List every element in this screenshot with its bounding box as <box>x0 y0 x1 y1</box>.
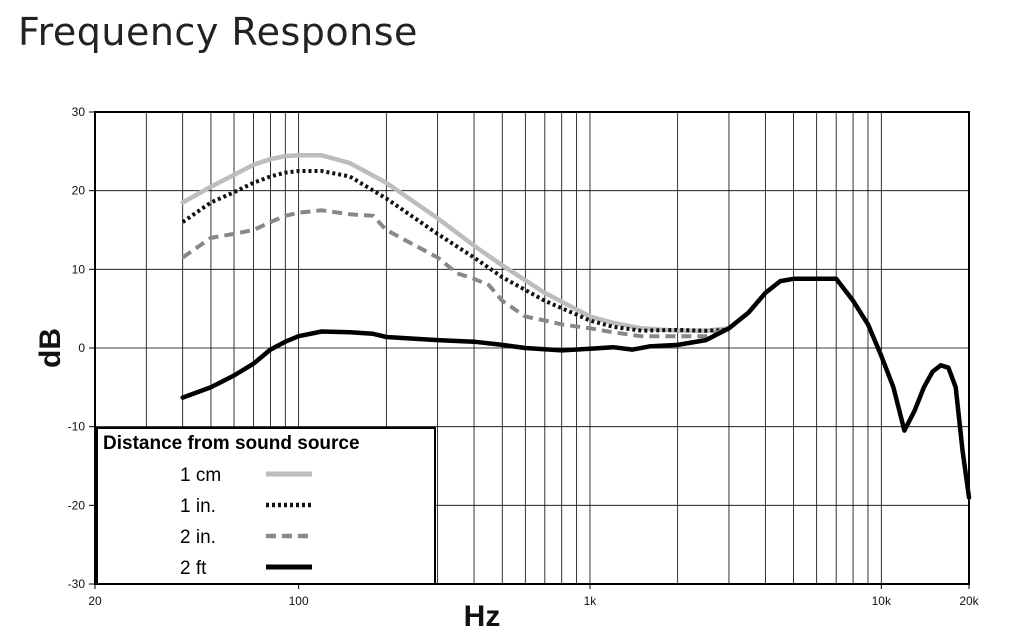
x-axis-title: Hz <box>464 600 501 633</box>
legend-label: 1 cm <box>180 465 221 486</box>
series-line-2-ft <box>180 276 972 500</box>
y-axis-title: dB <box>34 328 67 368</box>
legend-label: 2 in. <box>180 527 216 548</box>
page-title: Frequency Response <box>18 10 418 54</box>
legend-label: 2 ft <box>180 558 207 579</box>
legend-title: Distance from sound source <box>103 433 360 454</box>
legend-label: 1 in. <box>180 496 216 517</box>
y-tick-label: -20 <box>68 498 86 512</box>
series-line-1-in- <box>181 169 730 333</box>
x-tick-label: 20k <box>959 594 979 608</box>
legend-items: 1 cm 1 in. 2 in. 2 ft <box>180 465 312 579</box>
y-tick-label: 0 <box>78 341 85 355</box>
x-tick-label: 20 <box>88 594 102 608</box>
y-tick-label: -10 <box>68 420 86 434</box>
y-tick-label: 10 <box>72 262 86 276</box>
x-tick-label: 10k <box>872 594 892 608</box>
y-tick-label: 20 <box>72 184 86 198</box>
legend: Distance from sound source 1 cm 1 in. 2 in… <box>96 427 436 585</box>
series-line-1-cm <box>180 153 732 333</box>
y-tick-label: -30 <box>68 577 86 591</box>
y-tick-label: 30 <box>72 105 86 119</box>
series-layer <box>180 153 972 500</box>
grid <box>95 112 969 584</box>
series-line-2-in- <box>181 208 730 339</box>
x-tick-label: 1k <box>584 594 598 608</box>
x-tick-label: 100 <box>289 594 309 608</box>
